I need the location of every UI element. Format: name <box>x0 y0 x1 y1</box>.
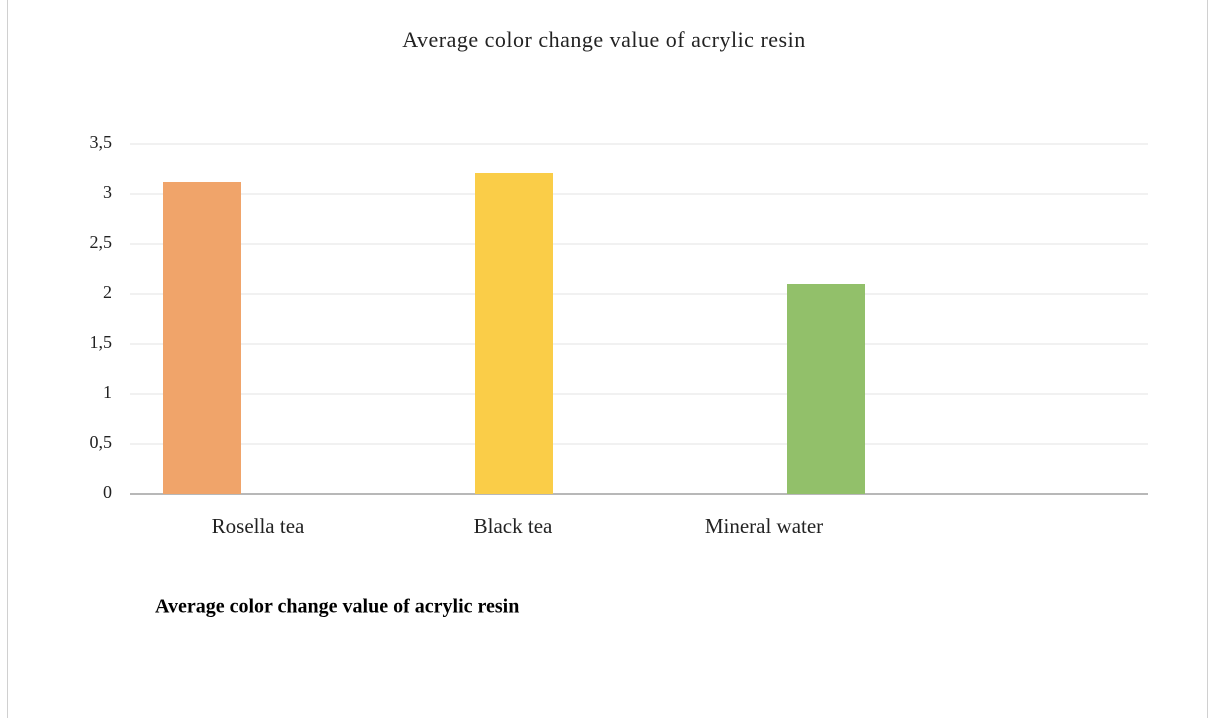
x-tick-label: Mineral water <box>705 514 823 538</box>
y-tick-label: 3,5 <box>90 132 113 152</box>
y-tick-label: 0,5 <box>90 432 113 452</box>
bar <box>787 284 865 494</box>
bar <box>163 182 241 494</box>
x-tick-label: Black tea <box>474 514 553 538</box>
chart-title: Average color change value of acrylic re… <box>402 27 805 52</box>
y-tick-label: 3 <box>103 182 112 202</box>
y-tick-label: 2 <box>103 282 112 302</box>
y-tick-label: 1 <box>103 382 112 402</box>
y-tick-label: 0 <box>103 482 112 502</box>
bar <box>475 173 553 494</box>
y-tick-label: 2,5 <box>90 232 113 252</box>
x-tick-label: Rosella tea <box>212 514 305 538</box>
y-tick-label: 1,5 <box>90 332 113 352</box>
caption: Average color change value of acrylic re… <box>155 596 519 618</box>
